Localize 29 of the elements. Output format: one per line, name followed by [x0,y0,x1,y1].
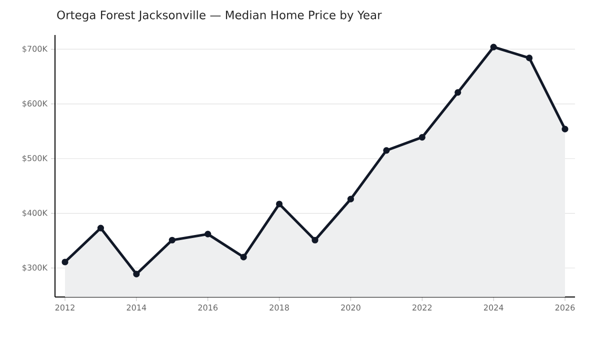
point [204,230,212,238]
point [490,44,497,50]
point [312,236,318,244]
y-tick-label: $500K [22,154,48,162]
x-tick-label: 2026 [555,304,575,311]
point [97,224,104,232]
y-tick-label: $400K [22,210,48,217]
point [240,254,247,260]
x-tick-label: 2014 [126,304,146,311]
point [347,196,354,202]
y-tick-label: $700K [22,46,48,53]
point [526,54,533,62]
point [383,147,390,154]
x-tick-label: 2016 [198,304,218,311]
x-tick-label: 2024 [484,304,504,311]
chart-title: Ortega Forest Jacksonville — Median Home Price by Year [57,10,382,22]
point [168,236,176,244]
point [562,126,568,132]
y-tick-label: $300K [22,264,48,272]
point [276,200,283,208]
x-tick-label: 2022 [412,304,432,311]
x-tick-label: 2020 [341,304,360,311]
x-tick-label: 2012 [55,304,74,311]
x-tick-label: 2018 [270,304,289,311]
point [418,134,426,141]
y-tick-label: $600K [22,100,48,108]
point [133,270,140,278]
point [454,89,462,96]
point [62,258,68,266]
